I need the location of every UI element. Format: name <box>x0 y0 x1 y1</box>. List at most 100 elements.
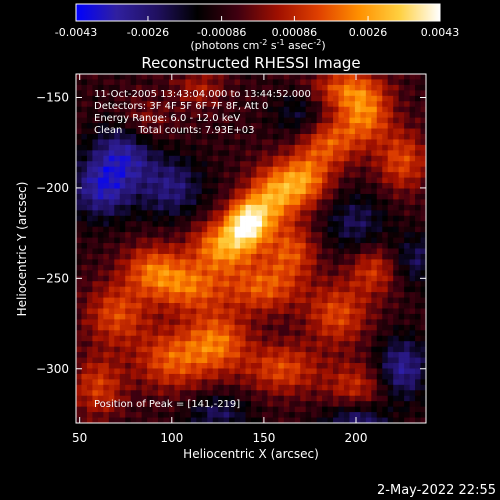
heatmap-cell <box>218 221 225 228</box>
heatmap-cell <box>311 379 318 386</box>
heatmap-cell <box>409 417 416 424</box>
heatmap-cell <box>420 221 427 228</box>
heatmap-cell <box>300 183 307 189</box>
heatmap-cell <box>81 232 88 238</box>
heatmap-cell <box>196 308 203 315</box>
heatmap-cell <box>420 128 427 135</box>
heatmap-cell <box>119 193 126 200</box>
heatmap-cell <box>240 232 246 238</box>
plot-frame <box>75 73 427 424</box>
heatmap-cell <box>86 193 93 200</box>
heatmap-cell <box>387 390 394 397</box>
heatmap-cell <box>294 346 301 353</box>
heatmap-cell <box>333 133 339 140</box>
heatmap-cell <box>365 128 372 135</box>
heatmap-cell <box>365 199 372 206</box>
heatmap-cell <box>272 341 279 348</box>
heatmap-cell <box>289 401 296 408</box>
heatmap-cell <box>261 226 268 233</box>
heatmap-cell <box>343 417 350 424</box>
heatmap-cell <box>404 193 410 200</box>
heatmap-cell <box>333 341 339 348</box>
heatmap-cell <box>201 297 208 304</box>
heatmap-cell <box>196 210 203 217</box>
heatmap-cell <box>114 144 121 151</box>
heatmap-cell <box>333 303 339 309</box>
heatmap-cell <box>311 384 318 391</box>
heatmap-cell <box>97 232 104 238</box>
heatmap-cell <box>261 275 268 282</box>
heatmap-cell <box>86 286 93 293</box>
heatmap-cell <box>158 384 164 391</box>
heatmap-cell <box>354 346 361 353</box>
heatmap-cell <box>305 84 312 91</box>
heatmap-cell <box>136 357 143 364</box>
heatmap-cell <box>376 248 383 255</box>
heatmap-cell <box>86 133 93 140</box>
heatmap-cell <box>382 363 389 369</box>
heatmap-cell <box>86 373 93 380</box>
heatmap-cell <box>108 204 115 211</box>
heatmap-cell <box>354 303 361 309</box>
heatmap-cell <box>349 123 356 129</box>
heatmap-cell <box>294 139 301 146</box>
heatmap-cell <box>360 210 367 217</box>
heatmap-cell <box>245 253 252 260</box>
heatmap-cell <box>316 395 323 402</box>
heatmap-cell <box>343 368 350 375</box>
heatmap-cell <box>147 144 153 151</box>
heatmap-cell <box>119 172 126 179</box>
heatmap-cell <box>212 352 219 358</box>
heatmap-cell <box>81 112 88 119</box>
heatmap-cell <box>404 144 410 151</box>
heatmap-cell <box>267 177 274 184</box>
heatmap-cell <box>245 123 252 129</box>
heatmap-cell <box>86 117 93 124</box>
heatmap-cell <box>141 292 148 298</box>
heatmap-cell <box>333 199 339 206</box>
heatmap-cell <box>316 79 323 86</box>
heatmap-cell <box>251 379 257 386</box>
heatmap-cell <box>223 412 230 418</box>
heatmap-cell <box>283 330 290 337</box>
heatmap-cell <box>201 226 208 233</box>
heatmap-cell <box>201 357 208 364</box>
heatmap-cell <box>185 264 192 271</box>
heatmap-cell <box>185 139 192 146</box>
heatmap-cell <box>360 341 367 348</box>
heatmap-cell <box>322 363 328 369</box>
heatmap-cell <box>404 412 410 418</box>
heatmap-cell <box>393 324 400 331</box>
heatmap-cell <box>92 112 99 119</box>
heatmap-cell <box>76 335 82 342</box>
heatmap-cell <box>207 123 214 129</box>
heatmap-cell <box>415 177 421 184</box>
heatmap-cell <box>163 417 170 424</box>
heatmap-cell <box>305 270 312 277</box>
heatmap-cell <box>136 319 143 326</box>
heatmap-cell <box>261 417 268 424</box>
heatmap-cell <box>256 297 263 304</box>
heatmap-cell <box>322 248 328 255</box>
heatmap-cell <box>207 188 214 195</box>
heatmap-cell <box>311 144 318 151</box>
heatmap-cell <box>119 95 126 102</box>
heatmap-cell <box>108 79 115 86</box>
heatmap-cell <box>174 188 181 195</box>
heatmap-cell <box>81 292 88 298</box>
heatmap-cell <box>420 106 427 113</box>
heatmap-cell <box>415 133 421 140</box>
heatmap-cell <box>163 188 170 195</box>
heatmap-cell <box>404 390 410 397</box>
heatmap-cell <box>294 101 301 108</box>
heatmap-cell <box>376 232 383 238</box>
heatmap-cell <box>174 286 181 293</box>
heatmap-cell <box>168 177 175 184</box>
heatmap-cell <box>92 373 99 380</box>
heatmap-cell <box>420 101 427 108</box>
heatmap-cell <box>343 117 350 124</box>
heatmap-cell <box>294 232 301 238</box>
heatmap-cell <box>97 117 104 124</box>
heatmap-cell <box>136 308 143 315</box>
heatmap-cell <box>190 215 197 222</box>
